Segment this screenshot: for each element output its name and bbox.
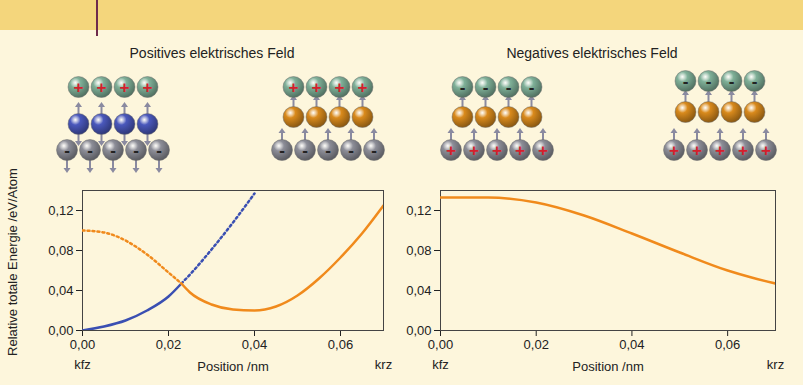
svg-text:0,06: 0,06 xyxy=(715,337,740,352)
svg-text:0,02: 0,02 xyxy=(156,337,181,352)
svg-text:krz: krz xyxy=(375,357,392,372)
svg-text:+: + xyxy=(358,78,368,97)
svg-text:krz: krz xyxy=(767,357,784,372)
svg-text:+: + xyxy=(312,78,322,97)
svg-text:Position /nm: Position /nm xyxy=(197,359,269,374)
svg-text:0,08: 0,08 xyxy=(48,243,73,258)
svg-text:+: + xyxy=(492,141,502,160)
html-text:Relative totale Energie /eV/At: Relative totale Energie /eV/Atom xyxy=(4,168,20,356)
svg-text:+: + xyxy=(74,78,84,97)
svg-text:+: + xyxy=(761,141,771,160)
svg-text:+: + xyxy=(97,78,107,97)
svg-text:0,12: 0,12 xyxy=(406,203,431,218)
svg-text:0,00: 0,00 xyxy=(428,337,453,352)
svg-text:-: - xyxy=(156,141,162,160)
svg-text:+: + xyxy=(669,141,679,160)
svg-text:-: - xyxy=(133,141,139,160)
svg-text:+: + xyxy=(515,141,525,160)
svg-text:kfz: kfz xyxy=(74,357,91,372)
svg-text:-: - xyxy=(325,141,331,160)
html-text:Negatives elektrisches Feld: Negatives elektrisches Feld xyxy=(506,45,678,61)
svg-text:-: - xyxy=(348,141,354,160)
svg-text:-: - xyxy=(460,78,466,97)
svg-text:+: + xyxy=(289,78,299,97)
svg-text:-: - xyxy=(110,141,116,160)
svg-text:0,02: 0,02 xyxy=(524,337,549,352)
svg-text:-: - xyxy=(302,141,308,160)
svg-text:0,04: 0,04 xyxy=(48,283,73,298)
svg-text:-: - xyxy=(506,78,512,97)
svg-text:0,00: 0,00 xyxy=(406,323,431,338)
svg-text:Position /nm: Position /nm xyxy=(572,359,644,374)
svg-text:-: - xyxy=(752,72,758,91)
svg-text:+: + xyxy=(715,141,725,160)
svg-text:-: - xyxy=(683,72,689,91)
svg-text:0,12: 0,12 xyxy=(48,203,73,218)
svg-text:+: + xyxy=(446,141,456,160)
svg-text:-: - xyxy=(279,141,285,160)
svg-text:0,00: 0,00 xyxy=(48,323,73,338)
svg-text:0,04: 0,04 xyxy=(619,337,644,352)
svg-text:0,06: 0,06 xyxy=(328,337,353,352)
svg-text:0,08: 0,08 xyxy=(406,243,431,258)
svg-text:-: - xyxy=(87,141,93,160)
svg-text:+: + xyxy=(692,141,702,160)
svg-text:-: - xyxy=(371,141,377,160)
svg-text:+: + xyxy=(143,78,153,97)
svg-text:-: - xyxy=(706,72,712,91)
svg-text:kfz: kfz xyxy=(432,357,449,372)
svg-text:-: - xyxy=(64,141,70,160)
svg-text:+: + xyxy=(469,141,479,160)
svg-text:0,04: 0,04 xyxy=(406,283,431,298)
svg-text:-: - xyxy=(729,72,735,91)
html-text:Positives elektrisches Feld: Positives elektrisches Feld xyxy=(129,45,295,61)
svg-text:0,00: 0,00 xyxy=(70,337,95,352)
svg-text:-: - xyxy=(483,78,489,97)
svg-text:0,04: 0,04 xyxy=(242,337,267,352)
svg-text:+: + xyxy=(335,78,345,97)
svg-text:+: + xyxy=(538,141,548,160)
svg-text:+: + xyxy=(738,141,748,160)
svg-text:-: - xyxy=(529,78,535,97)
svg-text:+: + xyxy=(120,78,130,97)
